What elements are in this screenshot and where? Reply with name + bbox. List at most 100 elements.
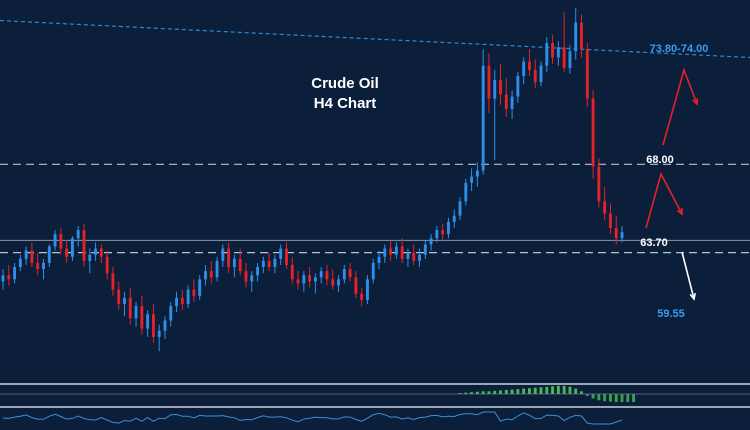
candle-body (111, 273, 115, 290)
candle (221, 244, 225, 268)
candle-body (342, 269, 346, 280)
histogram-bar (603, 394, 607, 402)
candle-body (435, 230, 439, 239)
candle-body (481, 65, 485, 171)
candle-body (215, 260, 219, 278)
candle-body (597, 166, 601, 202)
candle-body (146, 314, 150, 329)
candle-body (180, 297, 184, 304)
candle-body (389, 248, 393, 255)
histogram-bar (499, 390, 502, 394)
candle-body (545, 43, 549, 66)
candle-body (475, 170, 479, 177)
candle-body (296, 279, 300, 284)
candle-body (76, 230, 80, 239)
candle-body (99, 248, 103, 257)
candle (412, 244, 416, 265)
histogram-bar (562, 385, 566, 394)
candle (134, 301, 138, 327)
histogram-bar (464, 392, 468, 394)
candle-body (516, 76, 520, 97)
candle-body (105, 256, 109, 274)
candle (128, 287, 132, 325)
histogram-bar (591, 394, 595, 399)
histogram-bar (568, 386, 572, 394)
histogram-bar (551, 386, 555, 394)
candle (123, 291, 126, 317)
candle (487, 53, 491, 113)
candle (13, 262, 17, 284)
candle-body (319, 271, 323, 278)
candle (175, 291, 178, 313)
candle-body (308, 275, 312, 282)
candle (99, 244, 103, 263)
candle-body (88, 254, 92, 261)
candle (186, 285, 190, 309)
candle-body (273, 258, 277, 268)
candle-body (82, 230, 86, 261)
histogram-bar (539, 387, 543, 394)
candle (180, 289, 184, 311)
candle-body (250, 275, 254, 282)
histogram-bar (556, 385, 560, 394)
candle-body (337, 279, 340, 286)
arrow-down-to-target (681, 251, 696, 301)
candle-body (580, 22, 583, 50)
candle-body (1, 275, 5, 282)
candle-body (47, 246, 51, 263)
candle (105, 250, 109, 280)
candle (1, 269, 5, 290)
candle (256, 262, 259, 282)
candle (348, 262, 352, 282)
candle-body (331, 279, 335, 286)
candle (215, 256, 219, 282)
candle-body (400, 246, 404, 259)
candle (18, 254, 22, 272)
candle (244, 262, 248, 288)
candle-body (614, 228, 618, 239)
candle-body (42, 262, 45, 270)
candle-body (441, 230, 445, 235)
candle (585, 43, 589, 107)
candle-body (65, 248, 69, 257)
candle-body (186, 289, 190, 304)
candle-body (412, 252, 416, 261)
indicator-panels (0, 383, 750, 425)
arrow-down-to-target-head (689, 292, 696, 301)
candle-body (591, 98, 595, 167)
candlestick-series (1, 8, 624, 352)
candle (24, 246, 28, 265)
candle-body (470, 176, 474, 183)
candle-body (383, 248, 387, 257)
candle (331, 269, 335, 290)
candle-body (533, 69, 537, 83)
candle-body (556, 47, 560, 58)
candle-body (94, 248, 98, 255)
candle (400, 238, 404, 263)
candle (163, 316, 167, 339)
candle (551, 34, 555, 64)
candle-body (568, 51, 572, 68)
candle (481, 49, 485, 175)
candle-body (452, 215, 456, 222)
histogram-bar (470, 392, 474, 394)
candle (533, 59, 537, 89)
arrow-up-to-target (662, 67, 699, 146)
candle (366, 275, 369, 304)
candle (209, 260, 213, 284)
candle (406, 248, 410, 268)
candle-body (354, 277, 358, 294)
level-label-73-80-74-00: 73.80-74.00 (650, 43, 709, 55)
candle (192, 279, 196, 302)
histogram-bar (458, 393, 462, 394)
candle-body (59, 234, 63, 249)
candle-body (504, 94, 508, 109)
candle (510, 90, 514, 120)
candle-body (562, 47, 566, 68)
candle (70, 236, 74, 261)
histogram-bar (533, 387, 537, 394)
candle (302, 271, 306, 292)
histogram-bar (580, 391, 583, 394)
candle-body (70, 238, 74, 257)
